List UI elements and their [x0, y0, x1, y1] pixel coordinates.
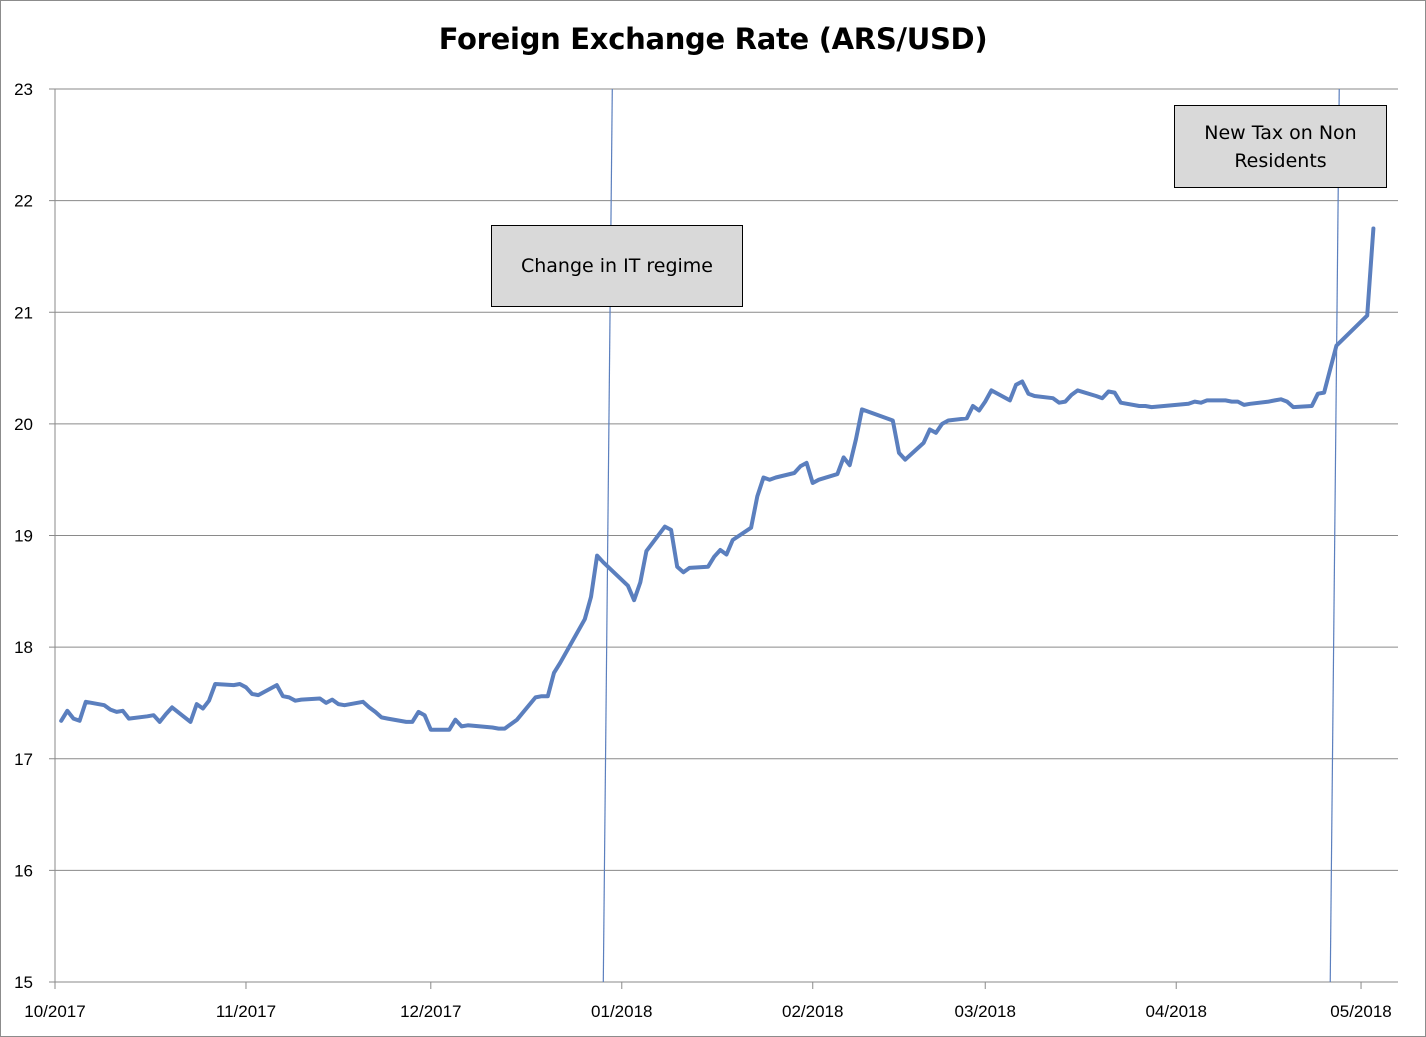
- y-tick-label: 22: [14, 192, 33, 211]
- y-tick-label: 18: [14, 638, 33, 657]
- y-tick-label: 23: [14, 80, 33, 99]
- y-tick-label: 17: [14, 750, 33, 769]
- gridlines: [55, 88, 1398, 871]
- x-tick-label: 05/2018: [1330, 1002, 1391, 1021]
- y-tick-label: 21: [14, 303, 33, 322]
- annotation-box-new-tax: New Tax on Non Residents: [1174, 105, 1387, 188]
- x-tick-label: 11/2017: [216, 1002, 276, 1021]
- x-tick-label: 03/2018: [955, 1002, 1016, 1021]
- chart-title: Foreign Exchange Rate (ARS/USD): [438, 22, 988, 56]
- series-layer: [59, 226, 1376, 732]
- event-line: [1329, 88, 1340, 983]
- axes: [49, 88, 1398, 989]
- y-tick-label: 16: [14, 861, 33, 880]
- y-tick-label: 19: [14, 527, 33, 546]
- annotation-box-change-in-it-regime: Change in IT regime: [491, 225, 743, 307]
- x-tick-label: 12/2017: [400, 1002, 461, 1021]
- series-line: [59, 226, 1376, 732]
- annotation-label: New Tax on Non Residents: [1204, 121, 1357, 172]
- tick-labels: 15 16 17 18 19 20 21 22 23 10/2017 11/2017 12/2017 0…: [14, 80, 1392, 1021]
- x-tick-label: 04/2018: [1145, 1002, 1206, 1021]
- y-tick-label: 20: [14, 415, 33, 434]
- x-tick-label: 10/2017: [24, 1002, 85, 1021]
- x-tick-label: 01/2018: [591, 1002, 652, 1021]
- x-tick-label: 02/2018: [782, 1002, 843, 1021]
- annotation-label: Change in IT regime: [520, 255, 713, 277]
- y-tick-label: 15: [14, 973, 33, 992]
